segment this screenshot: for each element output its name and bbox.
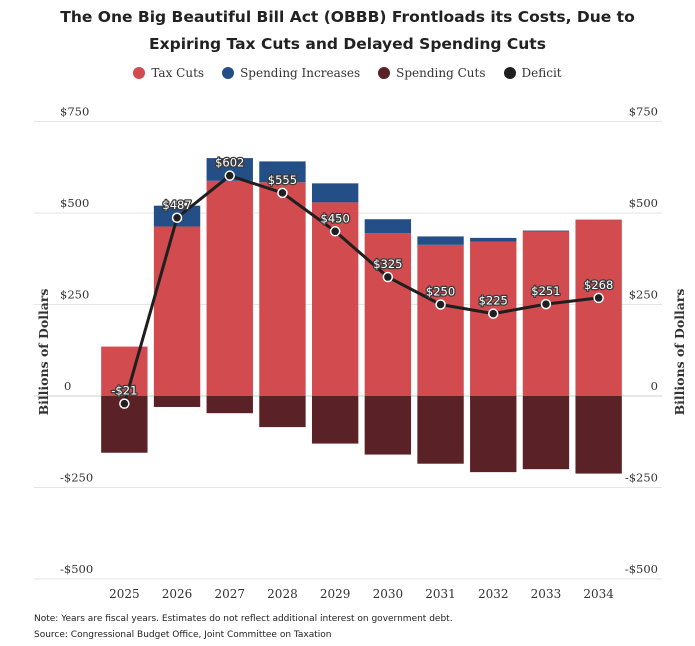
x-tick-label: 2029	[320, 587, 351, 601]
bar-tax-cuts	[206, 180, 253, 396]
legend-item-tax-cuts: Tax Cuts	[133, 66, 204, 80]
deficit-data-label: $555	[268, 173, 297, 187]
bar-tax-cuts	[575, 219, 622, 396]
legend-swatch-spending-cuts	[378, 67, 391, 79]
y-tick-label-right: -$500	[625, 562, 658, 576]
legend-item-deficit: Deficit	[503, 66, 562, 80]
bar-spending-increases	[259, 161, 306, 183]
x-tick-label: 2031	[425, 587, 456, 601]
legend-label-spending-increases: Spending Increases	[240, 66, 361, 80]
y-tick-label-left: $750	[60, 105, 89, 119]
deficit-point	[224, 170, 235, 181]
deficit-data-label: $602	[215, 156, 244, 170]
legend-swatch-deficit	[503, 67, 516, 79]
bar-spending-cuts	[522, 396, 570, 470]
x-tick-label: 2025	[109, 587, 140, 601]
deficit-point	[540, 298, 552, 310]
y-axis-label-left: Billions of Dollars	[36, 289, 51, 416]
title-line-2: Expiring Tax Cuts and Delayed Spending C…	[149, 35, 546, 53]
bar-tax-cuts	[101, 346, 148, 396]
x-tick-label: 2026	[162, 587, 193, 601]
bar-spending-cuts	[259, 396, 306, 428]
deficit-data-label: $250	[426, 285, 455, 299]
bar-spending-increases	[311, 183, 359, 203]
y-axis-label-right: Billions of Dollars	[672, 289, 687, 416]
deficit-point	[119, 398, 130, 409]
y-tick-label-left: $500	[60, 196, 89, 210]
y-tick-label-right: 0	[651, 379, 658, 393]
x-tick-label: 2030	[373, 587, 404, 601]
chart-source: Source: Congressional Budget Office, Joi…	[34, 630, 332, 640]
deficit-point	[488, 308, 499, 319]
deficit-data-label: -$21	[111, 384, 137, 398]
y-tick-label-right: -$250	[625, 471, 658, 485]
bar-spending-cuts	[575, 396, 622, 474]
deficit-data-label: $251	[531, 284, 560, 298]
y-tick-label-right: $250	[629, 288, 658, 302]
deficit-data-label: $325	[373, 257, 402, 271]
deficit-point	[593, 292, 604, 304]
bar-spending-cuts	[417, 396, 464, 464]
bar-spending-cuts	[364, 396, 412, 455]
bar-spending-cuts	[470, 396, 517, 473]
bar-spending-increases	[364, 219, 412, 234]
legend-label-deficit: Deficit	[521, 66, 562, 80]
x-tick-label: 2028	[267, 587, 298, 601]
y-tick-label-left: -$250	[60, 471, 93, 485]
deficit-point	[435, 299, 446, 310]
y-tick-label-left: -$500	[60, 562, 93, 576]
bar-spending-cuts	[153, 396, 201, 407]
x-tick-label: 2034	[583, 587, 614, 601]
x-tick-label: 2032	[478, 587, 509, 601]
legend-item-spending-cuts: Spending Cuts	[378, 66, 486, 80]
legend-swatch-spending-increases	[222, 67, 235, 79]
y-tick-label-right: $750	[629, 105, 658, 119]
chart-note: Note: Years are fiscal years. Estimates …	[34, 614, 453, 624]
bar-tax-cuts	[522, 231, 570, 396]
deficit-point	[277, 187, 288, 199]
deficit-data-label: $450	[321, 211, 350, 225]
y-tick-label-left: 0	[64, 379, 71, 393]
bar-tax-cuts	[153, 226, 201, 396]
x-tick-label: 2027	[214, 587, 245, 601]
bar-tax-cuts	[364, 233, 412, 396]
x-tick-label: 2033	[531, 587, 562, 601]
bar-spending-increases	[206, 158, 253, 181]
bar-spending-increases	[417, 236, 464, 245]
bar-spending-increases	[522, 230, 570, 232]
legend-item-spending-increases: Spending Increases	[222, 66, 360, 80]
deficit-point	[171, 212, 183, 224]
deficit-data-label: $487	[162, 198, 191, 212]
y-tick-label-right: $500	[629, 196, 658, 210]
bar-spending-cuts	[206, 396, 253, 414]
bar-spending-cuts	[311, 396, 359, 444]
bar-spending-increases	[470, 237, 517, 242]
y-tick-label-left: $250	[60, 288, 89, 302]
legend-label-spending-cuts: Spending Cuts	[396, 66, 486, 80]
deficit-point	[329, 226, 341, 237]
chart-title: The One Big Beautiful Bill Act (OBBB) Fr…	[0, 4, 695, 58]
legend-label-tax-cuts: Tax Cuts	[151, 66, 205, 80]
bar-tax-cuts	[259, 182, 306, 396]
legend-swatch-tax-cuts	[133, 67, 146, 79]
title-line-1: The One Big Beautiful Bill Act (OBBB) Fr…	[60, 8, 635, 26]
bar-tax-cuts	[417, 244, 464, 396]
deficit-point	[382, 271, 394, 283]
legend: Tax Cuts Spending Increases Spending Cut…	[0, 66, 695, 80]
deficit-data-label: $225	[479, 294, 508, 308]
deficit-data-label: $268	[584, 278, 613, 292]
deficit-line	[122, 174, 599, 405]
